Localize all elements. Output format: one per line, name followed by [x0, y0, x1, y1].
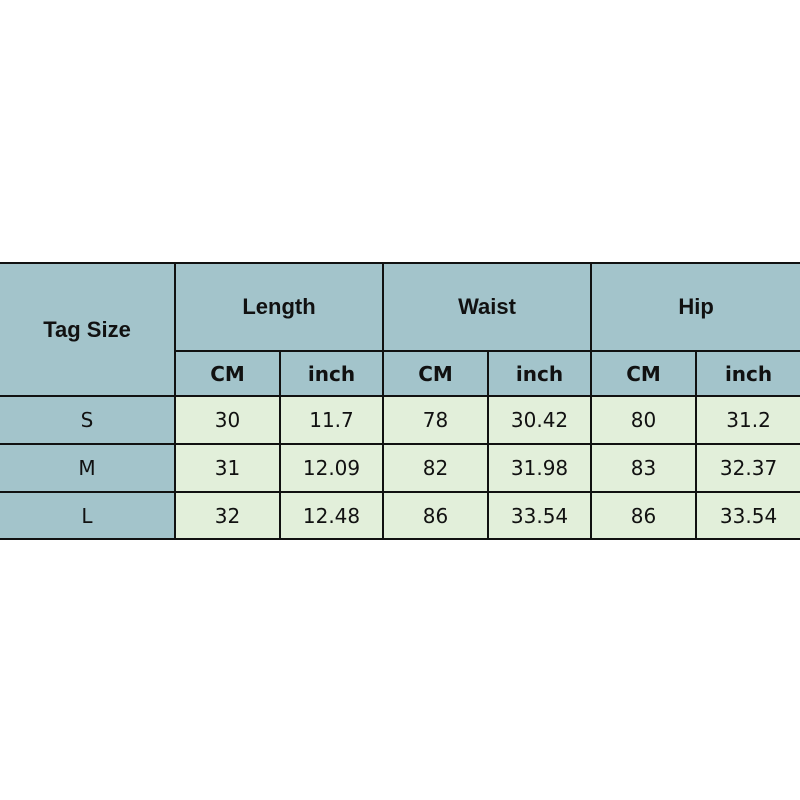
table-row: S 30 11.7 78 30.42 80 31.2 [0, 395, 800, 445]
table-cell: 31.98 [487, 443, 593, 493]
table-cell: 30.42 [487, 395, 593, 445]
table-cell: 78 [382, 395, 490, 445]
size-label: M [0, 443, 176, 493]
table-cell: 83 [590, 443, 698, 493]
table-cell: 33.54 [695, 491, 800, 540]
table-cell: 31.2 [695, 395, 800, 445]
size-label: L [0, 491, 176, 540]
unit-header: inch [695, 350, 800, 397]
table-cell: 11.7 [278, 395, 385, 445]
table-row: L 32 12.48 86 33.54 86 33.54 [0, 491, 800, 540]
table-cell: 86 [382, 491, 490, 540]
unit-header: CM [175, 350, 281, 397]
table-cell: 30 [174, 395, 281, 445]
length-header: Length [173, 262, 385, 352]
table-cell: 80 [590, 395, 698, 445]
table-cell: 31 [174, 443, 281, 493]
unit-header: CM [590, 350, 698, 397]
table-cell: 32 [174, 491, 281, 540]
table-cell: 12.09 [278, 443, 385, 493]
hip-header: Hip [590, 262, 800, 352]
table-cell: 82 [382, 443, 490, 493]
tag-size-header: Tag Size [0, 262, 176, 397]
table-row: M 31 12.09 82 31.98 83 32.37 [0, 443, 800, 493]
unit-header: inch [278, 350, 385, 397]
table-cell: 86 [590, 491, 698, 540]
size-chart-table: Tag Size Length Waist Hip CM inch CM inc… [0, 262, 800, 540]
size-label: S [0, 395, 176, 445]
table-cell: 33.54 [487, 491, 593, 540]
waist-header: Waist [382, 262, 593, 352]
unit-header: inch [487, 350, 593, 397]
unit-header: CM [382, 350, 490, 397]
table-cell: 12.48 [278, 491, 385, 540]
table-cell: 32.37 [695, 443, 800, 493]
